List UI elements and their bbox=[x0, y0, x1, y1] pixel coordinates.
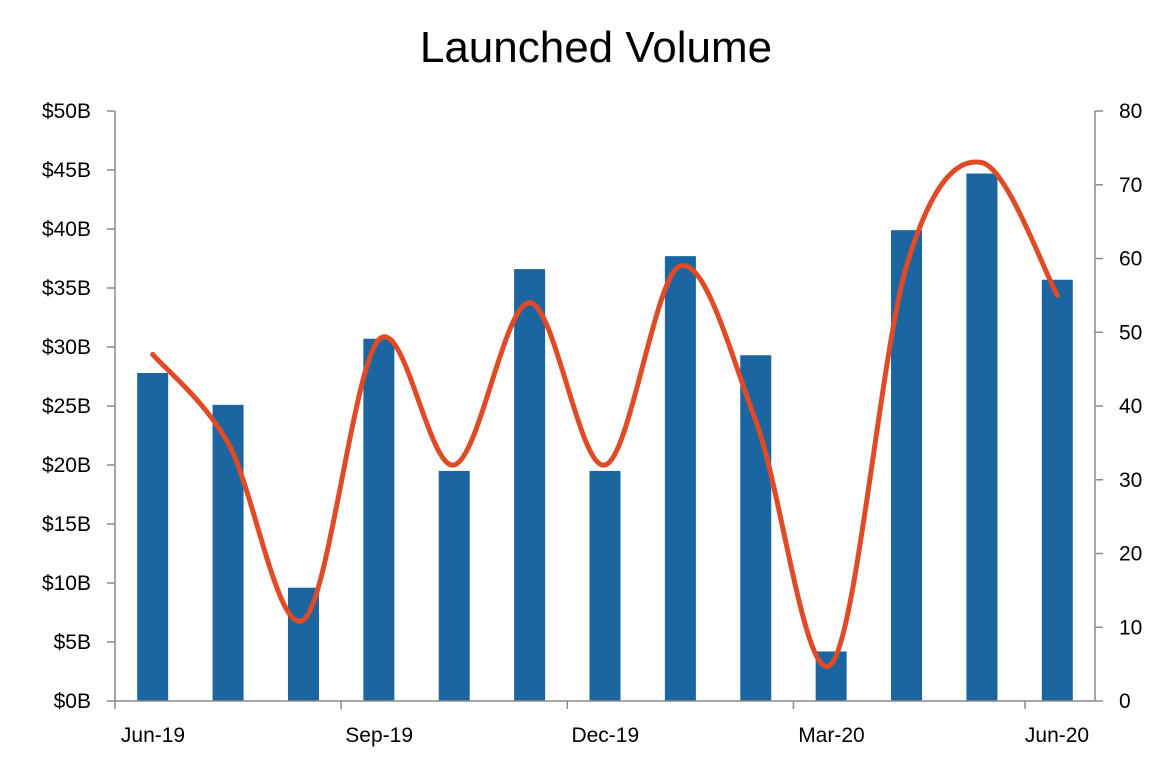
bar-may-20 bbox=[966, 173, 998, 702]
bar-nov-19 bbox=[514, 269, 546, 701]
y-right-tick-label: 20 bbox=[1119, 543, 1142, 566]
y-left-tick-label: $25B bbox=[42, 395, 91, 418]
y-left-tick-label: $20B bbox=[42, 454, 91, 477]
x-tick-label: Mar-20 bbox=[798, 724, 865, 747]
x-tick-label: Sep-19 bbox=[345, 724, 413, 747]
y-left-tick-label: $15B bbox=[42, 513, 91, 536]
y-left-tick-label: $35B bbox=[42, 277, 91, 300]
y-right-tick-label: 60 bbox=[1119, 248, 1142, 271]
y-left-tick-label: $40B bbox=[42, 218, 91, 241]
y-left-tick-label: $45B bbox=[42, 159, 91, 182]
y-right-tick-label: 30 bbox=[1119, 469, 1142, 492]
bar-dec-19 bbox=[589, 470, 621, 701]
bars-layer bbox=[137, 173, 1073, 702]
y-right-tick-label: 50 bbox=[1119, 321, 1142, 344]
chart-title: Launched Volume bbox=[420, 23, 772, 72]
bar-feb-20 bbox=[740, 355, 772, 701]
y-right-tick-label: 40 bbox=[1119, 395, 1142, 418]
y-left-tick-label: $50B bbox=[42, 100, 91, 123]
x-tick-label: Jun-19 bbox=[121, 724, 185, 747]
bar-jun-19 bbox=[137, 372, 169, 701]
y-left-tick-label: $0B bbox=[54, 690, 91, 713]
bar-jul-19 bbox=[212, 404, 244, 701]
line-series bbox=[150, 159, 1060, 669]
x-tick-label: Jun-20 bbox=[1025, 724, 1089, 747]
bar-sep-19 bbox=[363, 338, 395, 701]
line-layer bbox=[150, 159, 1060, 669]
y-left-tick-label: $10B bbox=[42, 572, 91, 595]
x-tick-label: Dec-19 bbox=[571, 724, 639, 747]
bar-oct-19 bbox=[438, 470, 470, 701]
bar-jun-20 bbox=[1041, 279, 1073, 701]
axes-layer: $0B $5B $10B $15B $20B $25B $30B $35B $40B $45B $5… bbox=[42, 100, 1142, 747]
y-right-tick-label: 80 bbox=[1119, 100, 1142, 123]
bar-jan-20 bbox=[664, 256, 696, 701]
y-left-tick-label: $30B bbox=[42, 336, 91, 359]
y-right-tick-label: 0 bbox=[1119, 690, 1131, 713]
y-right-tick-label: 70 bbox=[1119, 174, 1142, 197]
y-left-tick-label: $5B bbox=[54, 631, 91, 654]
y-right-tick-label: 10 bbox=[1119, 616, 1142, 639]
